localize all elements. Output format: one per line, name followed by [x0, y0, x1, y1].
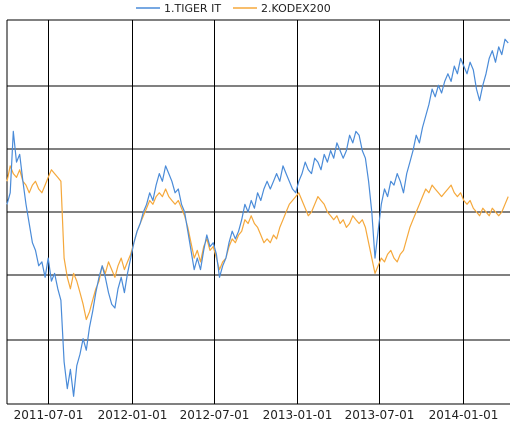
x-tick-label: 2013-01-01 — [263, 408, 333, 422]
x-tick-label: 2012-01-01 — [98, 408, 168, 422]
series-line — [6, 165, 509, 321]
x-axis-ticks: 2011-07-01 2012-01-01 2012-07-01 2013-01-01… — [14, 408, 499, 422]
x-tick-label: 2013-07-01 — [345, 408, 415, 422]
chart-legend: 1.TIGER IT 2.KODEX200 — [136, 2, 331, 15]
chart-grid — [6, 19, 510, 405]
legend-label: 2.KODEX200 — [261, 2, 331, 15]
chart-series — [6, 38, 509, 397]
x-tick-label: 2012-07-01 — [180, 408, 250, 422]
legend-label: 1.TIGER IT — [164, 2, 221, 15]
x-tick-label: 2014-01-01 — [429, 408, 499, 422]
x-tick-label: 2011-07-01 — [14, 408, 84, 422]
series-line — [6, 38, 509, 397]
